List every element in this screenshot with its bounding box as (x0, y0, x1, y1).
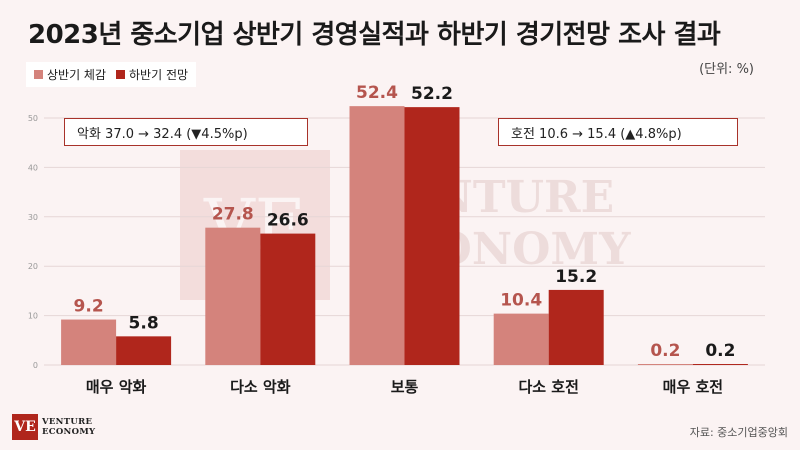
y-tick-label: 50 (28, 114, 38, 123)
x-tick-label: 다소 호전 (518, 378, 578, 396)
bar-series1 (493, 313, 549, 365)
y-tick-label: 10 (28, 312, 38, 321)
legend-item-series1: 상반기 체감 (34, 66, 106, 83)
data-label-series2: 26.6 (267, 211, 309, 231)
x-tick-label: 매우 호전 (663, 378, 723, 396)
bar-series1 (61, 319, 117, 365)
callout-worsening: 악화 37.0 → 32.4 (▼4.5%p) (64, 118, 308, 146)
logo-line1: VENTURE (42, 417, 93, 427)
legend: 상반기 체감 하반기 전망 (26, 62, 197, 87)
legend-swatch-series1 (34, 70, 43, 79)
x-tick-label: 매우 악화 (86, 378, 147, 396)
source-note: 자료: 중소기업중앙회 (689, 426, 788, 439)
data-label-series2: 0.2 (705, 341, 735, 361)
logo: VE VENTURE ECONOMY (12, 414, 95, 440)
legend-swatch-series2 (116, 70, 126, 79)
bar-series2 (404, 107, 460, 366)
legend-label-series1: 상반기 체감 (47, 68, 107, 82)
callout-improving: 호전 10.6 → 15.4 (▲4.8%p) (498, 118, 738, 146)
logo-mark: VE (12, 414, 38, 440)
data-label-series1: 52.4 (356, 83, 398, 103)
data-label-series2: 5.8 (129, 313, 159, 333)
logo-line2: ECONOMY (42, 427, 96, 437)
x-tick-label: 보통 (391, 378, 419, 396)
bar-series1 (637, 364, 693, 365)
legend-item-series2: 하반기 전망 (116, 66, 188, 83)
y-tick-label: 20 (28, 262, 38, 271)
bar-series2 (116, 336, 172, 365)
y-tick-label: 0 (33, 361, 38, 370)
bar-series1 (349, 106, 405, 366)
data-label-series2: 52.2 (411, 84, 453, 104)
data-label-series2: 15.2 (555, 267, 597, 287)
chart-title: 2023년 중소기업 상반기 경영실적과 하반기 경기전망 조사 결과 (28, 20, 721, 50)
bar-series2 (548, 289, 604, 365)
legend-label-series2: 하반기 전망 (129, 68, 189, 82)
unit-label: (단위: %) (699, 62, 754, 77)
y-tick-label: 30 (28, 213, 38, 222)
x-tick-label: 다소 악화 (230, 378, 291, 396)
logo-text: VENTURE ECONOMY (42, 417, 95, 437)
data-label-series1: 27.8 (212, 205, 254, 225)
bar-series2 (692, 364, 748, 365)
y-tick-label: 40 (28, 163, 38, 172)
bar-series1 (205, 227, 261, 365)
data-label-series1: 9.2 (74, 297, 104, 317)
data-label-series1: 10.4 (500, 291, 542, 311)
bar-series2 (260, 233, 316, 365)
data-label-series1: 0.2 (650, 341, 680, 361)
